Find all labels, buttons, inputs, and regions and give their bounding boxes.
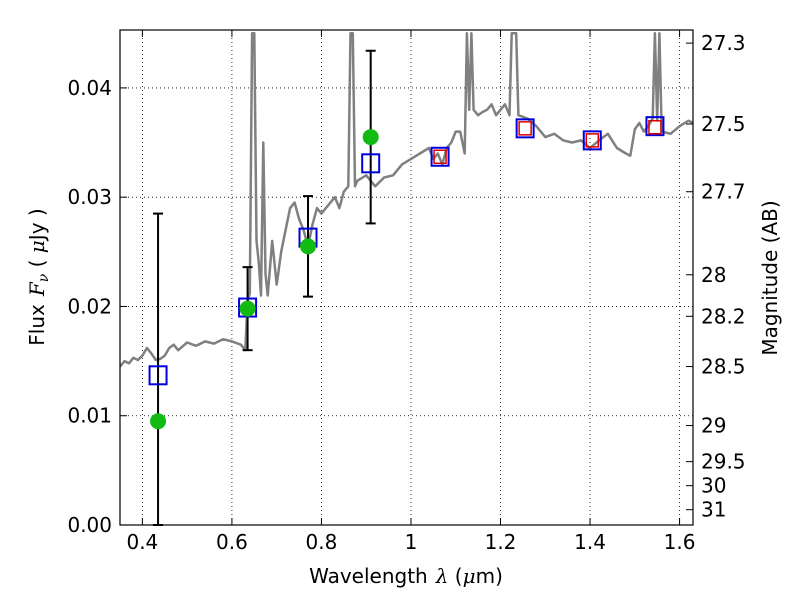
- y2-tick-label: 27.3: [701, 31, 746, 55]
- green-point-marker: [300, 238, 317, 255]
- x-axis-title: Wavelength λ (μm): [309, 564, 503, 588]
- x-tick-label: 1.2: [485, 530, 517, 554]
- x-axis-ticks: 0.4 0.6 0.8 1 1.2 1.4 1.6: [126, 30, 695, 554]
- blue-square-marker: [515, 118, 535, 139]
- green-point-marker: [150, 413, 167, 430]
- y2-tick-label: 27.5: [701, 112, 746, 136]
- y2-tick-label: 28.2: [701, 304, 746, 328]
- y2-axis-title: Magnitude (AB): [758, 200, 782, 355]
- y2-tick-label: 29.5: [701, 450, 746, 474]
- green-point-marker: [362, 129, 379, 146]
- plot-area: [120, 32, 693, 368]
- gridlines: [120, 30, 693, 526]
- x-tick-label: 1.4: [574, 530, 606, 554]
- x-tick-label: 0.4: [126, 530, 158, 554]
- y-tick-label: 0.03: [67, 185, 112, 209]
- x-tick-label: 1.6: [664, 530, 696, 554]
- y2-tick-label: 31: [701, 498, 726, 522]
- x-tick-label: 0.8: [306, 530, 338, 554]
- blue-square-marker: [582, 130, 602, 151]
- green-point-marker: [239, 300, 256, 317]
- x-tick-label: 1: [405, 530, 418, 554]
- blue-square-marker: [361, 153, 381, 174]
- plot-frame: [119, 29, 694, 526]
- y2-tick-label: 29: [701, 414, 726, 438]
- y-axis-ticks: 0.00 0.01 0.02 0.03 0.04: [67, 76, 127, 537]
- red-square-marker: [433, 149, 447, 165]
- y-tick-label: 0.01: [67, 404, 112, 428]
- y-tick-label: 0.04: [67, 76, 112, 100]
- y-tick-label: 0.02: [67, 294, 112, 318]
- y2-tick-label: 27.7: [701, 180, 746, 204]
- x-tick-label: 0.6: [216, 530, 248, 554]
- red-square-marker: [518, 121, 532, 136]
- y2-tick-label: 30: [701, 474, 726, 498]
- blue-square-marker: [645, 116, 665, 137]
- data-points: [148, 49, 665, 526]
- y2-tick-label: 28: [701, 263, 726, 287]
- red-square-marker: [585, 133, 600, 148]
- blue-square-marker: [430, 146, 450, 167]
- y-tick-label: 0.00: [67, 513, 112, 537]
- y-axis-title: FluxFν ( μJy ): [25, 208, 52, 345]
- spectrum-line: [120, 32, 693, 368]
- blue-square-marker: [148, 365, 168, 386]
- red-square-marker: [648, 120, 662, 135]
- y2-tick-label: 28.5: [701, 355, 746, 379]
